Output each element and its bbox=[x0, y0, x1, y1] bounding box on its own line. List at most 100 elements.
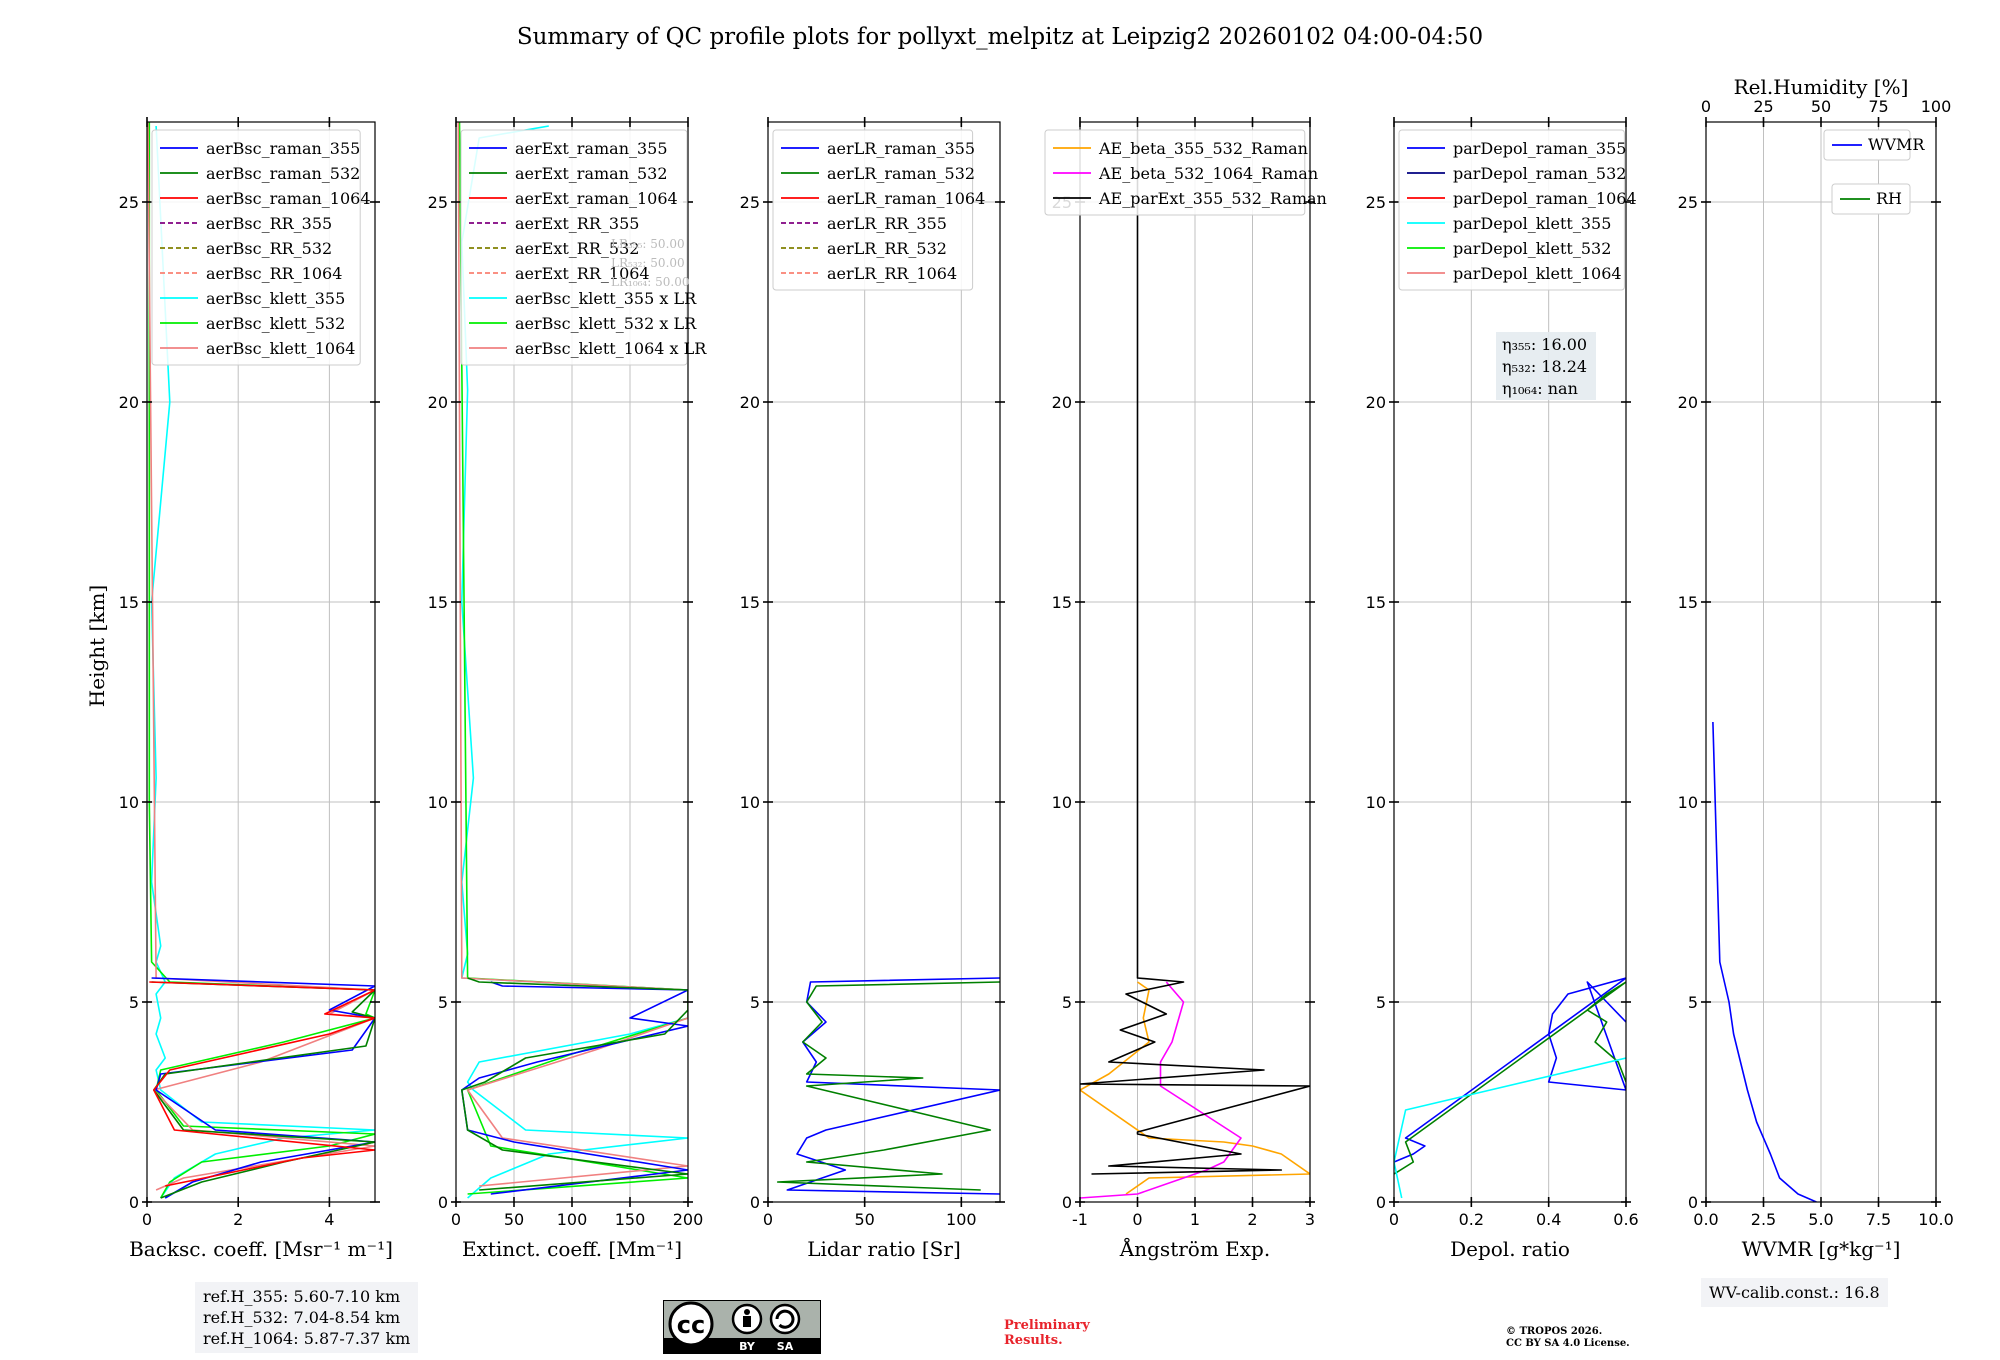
legend-label-aerExt_raman_355: aerExt_raman_355 bbox=[515, 139, 668, 158]
series-line-WVMR bbox=[1712, 721, 1817, 1202]
legend-label-aerExt_raman_532: aerExt_raman_532 bbox=[515, 164, 668, 183]
cc-text: cc bbox=[677, 1311, 705, 1339]
y-tick-label: 5 bbox=[438, 993, 448, 1012]
top-x-tick-label: 100 bbox=[1921, 97, 1952, 116]
series-line-aerBsc_raman_355 bbox=[151, 977, 375, 1199]
x-tick-label: 50 bbox=[854, 1210, 874, 1229]
x-tick-label: 3 bbox=[1305, 1210, 1315, 1229]
y-tick-label: 0 bbox=[438, 1193, 448, 1212]
y-tick-label: 5 bbox=[750, 993, 760, 1012]
top-x-tick-label: 50 bbox=[1811, 97, 1831, 116]
y-tick-label: 10 bbox=[428, 793, 448, 812]
series-group bbox=[1080, 130, 1310, 1199]
lr-label: LR₃₅₅: 50.00 bbox=[611, 237, 685, 251]
eta-box bbox=[1496, 332, 1596, 400]
legend-WVMR: WVMR bbox=[1823, 129, 1925, 161]
lr-label: LR₅₃₂: 50.00 bbox=[611, 256, 685, 270]
legend: parDepol_raman_355 parDepol_raman_532 parD… bbox=[1398, 129, 1637, 291]
x-tick-label: 100 bbox=[946, 1210, 977, 1229]
eta-label: η₁₀₆₄: nan bbox=[1502, 379, 1578, 398]
legend-label-aerBsc_raman_355: aerBsc_raman_355 bbox=[206, 139, 360, 158]
legend: aerBsc_raman_355 aerBsc_raman_532 aerBsc_r… bbox=[151, 129, 371, 366]
legend-label-AE_beta_355_532_Raman: AE_beta_355_532_Raman bbox=[1098, 139, 1308, 158]
x-tick-label: -1 bbox=[1072, 1210, 1088, 1229]
by-text: BY bbox=[739, 1340, 756, 1353]
series-line-AE_beta_532_1064_Raman bbox=[1080, 981, 1242, 1199]
y-tick-label: 15 bbox=[740, 593, 760, 612]
series-line-parDepol_raman_532 bbox=[1394, 981, 1626, 1175]
legend-label-aerBsc_RR_1064: aerBsc_RR_1064 bbox=[206, 264, 342, 283]
legend-label: RH bbox=[1876, 189, 1902, 208]
panel-3: 0 5 10 15 20 25 0 50 100 Lidar ratio [Sr] aerLR_ra… bbox=[740, 117, 1005, 1261]
ref-height-1064: ref.H_1064: 5.87-7.37 km bbox=[203, 1329, 411, 1348]
legend-label-aerLR_RR_532: aerLR_RR_532 bbox=[827, 239, 947, 258]
legend-RH: RH bbox=[1831, 183, 1911, 215]
x-tick-label: 2.5 bbox=[1751, 1210, 1776, 1229]
y-tick-label: 0 bbox=[129, 1193, 139, 1212]
x-tick-label: 10.0 bbox=[1918, 1210, 1954, 1229]
y-tick-label: 0 bbox=[1062, 1193, 1072, 1212]
axes-frame bbox=[1393, 121, 1627, 1203]
series-line-AE_beta_355_532_Raman bbox=[1080, 981, 1310, 1195]
legend-box bbox=[1831, 183, 1911, 215]
legend-box bbox=[1398, 129, 1625, 291]
y-tick-label: 10 bbox=[119, 793, 139, 812]
y-tick-label: 0 bbox=[1688, 1193, 1698, 1212]
x-tick-label: 7.5 bbox=[1866, 1210, 1891, 1229]
legend-label-aerLR_raman_532: aerLR_raman_532 bbox=[827, 164, 975, 183]
legend-label-aerExt_RR_1064: aerExt_RR_1064 bbox=[515, 264, 650, 283]
x-tick-label: 100 bbox=[557, 1210, 588, 1229]
x-tick-label: 0 bbox=[1389, 1210, 1399, 1229]
y-tick-label: 15 bbox=[1366, 593, 1386, 612]
legend-label-AE_beta_532_1064_Raman: AE_beta_532_1064_Raman bbox=[1098, 164, 1318, 183]
preliminary-line-1: Preliminary bbox=[1004, 1318, 1090, 1333]
y-axis-label: Height [km] bbox=[85, 585, 109, 707]
legend-label-parDepol_klett_1064: parDepol_klett_1064 bbox=[1453, 264, 1622, 283]
x-tick-label: 150 bbox=[615, 1210, 646, 1229]
legend-label-aerBsc_raman_1064: aerBsc_raman_1064 bbox=[206, 189, 371, 208]
y-tick-label: 25 bbox=[1366, 193, 1386, 212]
y-tick-label: 25 bbox=[1678, 193, 1698, 212]
x-axis-label: Extinct. coeff. [Mm⁻¹] bbox=[462, 1237, 682, 1261]
y-tick-label: 15 bbox=[428, 593, 448, 612]
x-axis-label: Lidar ratio [Sr] bbox=[807, 1237, 961, 1261]
x-tick-label: 0 bbox=[1132, 1210, 1142, 1229]
legend-label-parDepol_raman_355: parDepol_raman_355 bbox=[1453, 139, 1626, 158]
legend-label-aerBsc_RR_532: aerBsc_RR_532 bbox=[206, 239, 332, 258]
x-tick-label: 4 bbox=[324, 1210, 334, 1229]
legend-box bbox=[460, 129, 688, 366]
x-axis-label: WVMR [g*kg⁻¹] bbox=[1742, 1237, 1901, 1261]
legend: aerLR_raman_355 aerLR_raman_532 aerLR_rama… bbox=[772, 129, 985, 291]
eta-label: η₅₃₂: 18.24 bbox=[1502, 357, 1587, 376]
legend-label-aerLR_raman_355: aerLR_raman_355 bbox=[827, 139, 975, 158]
legend-label-aerBsc_klett_532: aerBsc_klett_532 bbox=[206, 314, 345, 333]
cc-by-sa-badge: cc BY SA bbox=[663, 1300, 821, 1354]
y-tick-label: 5 bbox=[1062, 993, 1072, 1012]
legend: aerExt_raman_355 aerExt_raman_532 aerExt_r… bbox=[460, 129, 707, 366]
legend-label-aerLR_RR_1064: aerLR_RR_1064 bbox=[827, 264, 957, 283]
ref-height-532: ref.H_532: 7.04-8.54 km bbox=[203, 1308, 401, 1327]
x-tick-label: 0.0 bbox=[1693, 1210, 1718, 1229]
y-tick-label: 25 bbox=[428, 193, 448, 212]
series-line-parDepol_raman_355 bbox=[1394, 977, 1626, 1163]
copyright-note: © TROPOS 2026. CC BY SA 4.0 License. bbox=[1506, 1326, 1630, 1350]
x-tick-label: 0 bbox=[142, 1210, 152, 1229]
ref-height-355: ref.H_355: 5.60-7.10 km bbox=[203, 1287, 401, 1306]
share-alike-icon bbox=[769, 1303, 801, 1335]
series-group bbox=[147, 122, 375, 1199]
copyright-line-1: © TROPOS 2026. bbox=[1506, 1326, 1603, 1337]
legend-box bbox=[151, 129, 361, 366]
legend-label-AE_parExt_355_532_Raman: AE_parExt_355_532_Raman bbox=[1098, 189, 1327, 208]
x-tick-label: 2 bbox=[1247, 1210, 1257, 1229]
x-tick-label: 2 bbox=[233, 1210, 243, 1229]
y-tick-label: 20 bbox=[119, 393, 139, 412]
series-line-aerExt_raman_532 bbox=[460, 977, 688, 1191]
x-tick-label: 50 bbox=[504, 1210, 524, 1229]
series-line-aerLR_raman_355 bbox=[786, 977, 1000, 1195]
legend-label-aerBsc_RR_355: aerBsc_RR_355 bbox=[206, 214, 332, 233]
series-line-parDepol_klett_355 bbox=[1394, 1057, 1626, 1199]
legend-label-parDepol_klett_532: parDepol_klett_532 bbox=[1453, 239, 1611, 258]
legend-label-aerBsc_klett_532 x LR: aerBsc_klett_532 x LR bbox=[515, 314, 697, 333]
y-tick-label: 20 bbox=[740, 393, 760, 412]
